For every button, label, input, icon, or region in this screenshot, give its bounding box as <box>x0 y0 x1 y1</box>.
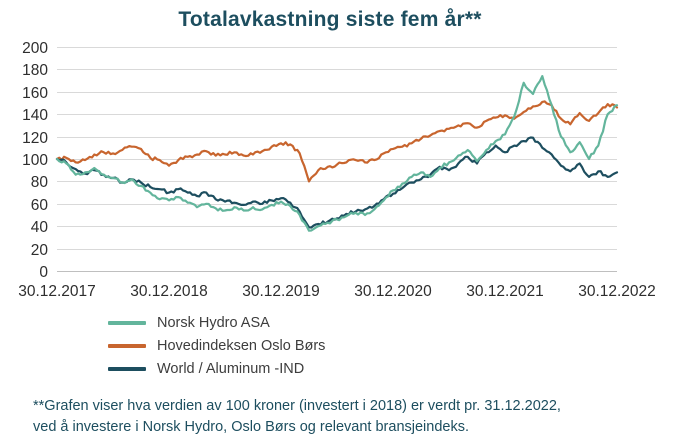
legend-label-world-aluminum: World / Aluminum -IND <box>157 361 305 377</box>
chart-title: Totalavkastning siste fem år** <box>178 8 482 31</box>
svg-text:60: 60 <box>31 197 49 214</box>
svg-text:30.12.2018: 30.12.2018 <box>130 283 208 300</box>
legend-label-norsk-hydro: Norsk Hydro ASA <box>157 315 270 331</box>
svg-text:0: 0 <box>39 264 48 281</box>
legend-swatch-oslo-bors <box>108 344 146 348</box>
svg-text:30.12.2019: 30.12.2019 <box>242 283 320 300</box>
svg-text:120: 120 <box>22 130 48 147</box>
legend-item-world-aluminum: World / Aluminum -IND <box>108 360 325 378</box>
legend-item-norsk-hydro: Norsk Hydro ASA <box>108 314 325 332</box>
svg-text:180: 180 <box>22 62 48 79</box>
svg-text:30.12.2020: 30.12.2020 <box>354 283 432 300</box>
legend: Norsk Hydro ASA Hovedindeksen Oslo Børs … <box>108 314 325 378</box>
svg-text:30.12.2017: 30.12.2017 <box>18 283 96 300</box>
legend-item-oslo-bors: Hovedindeksen Oslo Børs <box>108 337 325 355</box>
footnote-line-1: **Grafen viser hva verdien av 100 kroner… <box>33 398 561 414</box>
legend-label-oslo-bors: Hovedindeksen Oslo Børs <box>157 338 326 354</box>
line-chart: 0 20 40 60 80 100 120 140 160 180 200 30.12.2017 30.… <box>18 40 656 300</box>
svg-text:200: 200 <box>22 40 48 57</box>
footnote: **Grafen viser hva verdien av 100 kroner… <box>33 396 561 438</box>
svg-text:30.12.2022: 30.12.2022 <box>578 283 656 300</box>
svg-text:100: 100 <box>22 152 48 169</box>
svg-text:30.12.2021: 30.12.2021 <box>466 283 544 300</box>
svg-text:80: 80 <box>31 174 49 191</box>
svg-text:20: 20 <box>31 242 49 259</box>
legend-swatch-norsk-hydro <box>108 321 146 325</box>
svg-text:140: 140 <box>22 107 48 124</box>
svg-text:40: 40 <box>31 219 49 236</box>
svg-text:160: 160 <box>22 85 48 102</box>
legend-swatch-world-aluminum <box>108 367 146 371</box>
footnote-line-2: ved å investere i Norsk Hydro, Oslo Børs… <box>33 419 469 435</box>
